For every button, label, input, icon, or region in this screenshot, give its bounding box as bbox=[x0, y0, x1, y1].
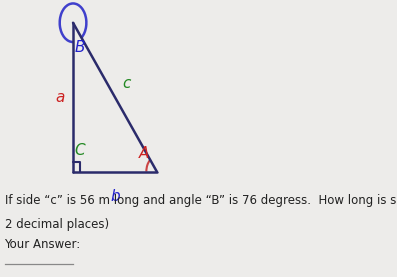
Text: a: a bbox=[55, 90, 64, 105]
Text: 2 decimal places): 2 decimal places) bbox=[4, 219, 109, 231]
Text: Your Answer:: Your Answer: bbox=[4, 238, 81, 251]
Text: B: B bbox=[75, 40, 85, 55]
Text: If side “c” is 56 m long and angle “B” is 76 degress.  How long is side “b”? (An: If side “c” is 56 m long and angle “B” i… bbox=[4, 194, 397, 207]
Text: c: c bbox=[122, 76, 131, 91]
Text: A: A bbox=[139, 146, 150, 161]
Text: b: b bbox=[110, 189, 120, 204]
Text: C: C bbox=[74, 143, 85, 158]
